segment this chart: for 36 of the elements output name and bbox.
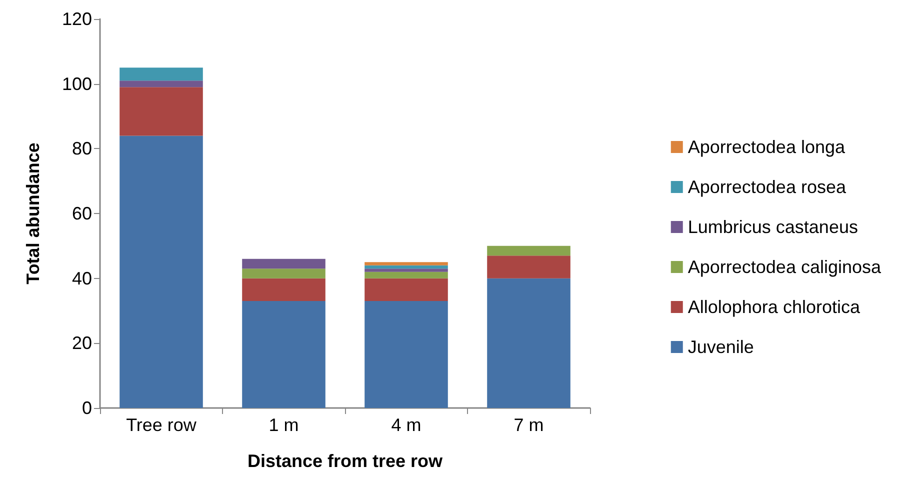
- legend-label: Juvenile: [688, 337, 754, 357]
- bar: [242, 268, 326, 278]
- x-axis-title: Distance from tree row: [247, 451, 444, 471]
- bar: [364, 272, 448, 278]
- bar: [120, 68, 203, 81]
- y-tick-label: 0: [82, 398, 92, 418]
- y-tick-label: 60: [72, 204, 92, 224]
- bar: [487, 256, 570, 278]
- bar: [487, 278, 570, 408]
- x-tick-label: 1 m: [268, 415, 299, 435]
- legend-label: Allolophora chlorotica: [688, 297, 861, 317]
- legend-label: Aporrectodea caliginosa: [688, 257, 882, 277]
- y-axis-title: Total abundance: [23, 142, 43, 284]
- y-tick-label: 20: [72, 333, 92, 354]
- x-tick-label: 4 m: [391, 415, 422, 435]
- bar: [120, 80, 203, 88]
- x-tick-label: 7 m: [514, 415, 544, 435]
- bar: [364, 265, 448, 269]
- legend-label: Aporrectodea longa: [688, 137, 846, 157]
- bar: [120, 87, 203, 136]
- bar: [242, 301, 326, 408]
- y-tick-label: 100: [62, 74, 92, 94]
- y-tick-label: 120: [62, 9, 92, 29]
- bar: [242, 258, 326, 269]
- bar: [364, 278, 448, 302]
- bar: [364, 301, 448, 408]
- y-tick-label: 80: [72, 138, 92, 159]
- bar: [364, 268, 448, 272]
- y-tick-label: 40: [72, 268, 92, 288]
- bar: [120, 136, 203, 408]
- bar: [364, 262, 448, 266]
- bar: [242, 278, 326, 302]
- bar: [487, 246, 570, 256]
- legend-label: Lumbricus castaneus: [688, 217, 858, 237]
- x-tick-label: Tree row: [126, 415, 198, 435]
- legend-label: Aporrectodea rosea: [688, 177, 847, 197]
